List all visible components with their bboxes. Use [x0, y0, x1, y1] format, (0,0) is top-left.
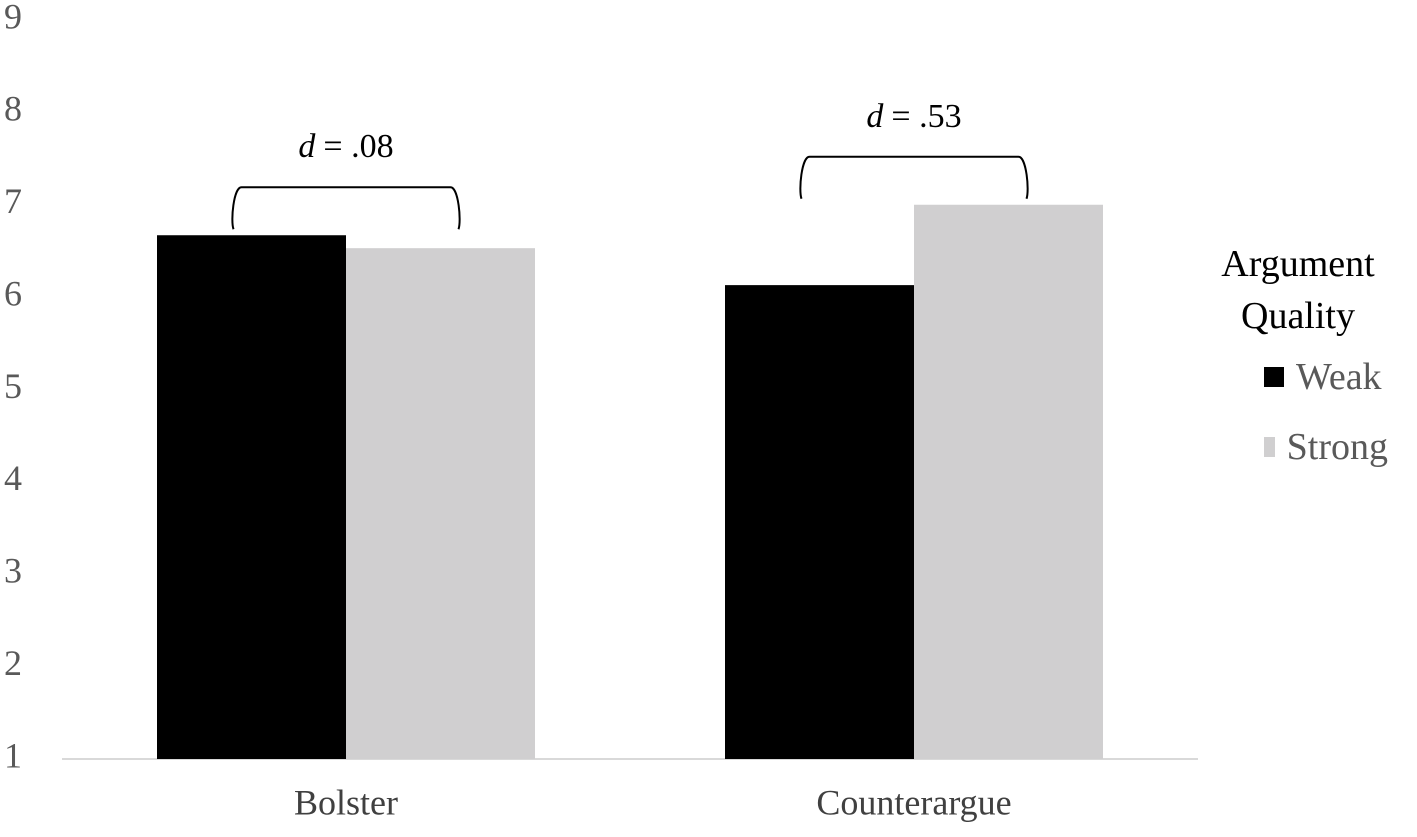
legend-swatch: [1264, 367, 1284, 387]
bar: [725, 285, 914, 759]
x-tick-label: Bolster: [294, 782, 398, 822]
legend-label: Weak: [1296, 356, 1382, 398]
annotation: d = .53: [866, 98, 961, 135]
bracket: [231, 186, 461, 230]
annotation-symbol: d: [866, 98, 884, 135]
legend-entry: Weak: [1264, 342, 1388, 412]
bar: [346, 248, 535, 759]
y-tick-label: 4: [4, 458, 22, 498]
legend-label: Strong: [1286, 426, 1388, 468]
legend-title: Argument Quality: [1221, 243, 1375, 337]
legend-entry: Strong: [1264, 412, 1388, 482]
bracket: [799, 155, 1029, 200]
y-tick-label: 3: [4, 551, 22, 591]
x-tick-label: Counterargue: [816, 782, 1011, 822]
y-tick-label: 6: [4, 273, 22, 313]
annotation-text: = .53: [891, 98, 961, 135]
legend-swatch: [1264, 437, 1275, 457]
legend: Argument Quality Weak Strong: [1208, 238, 1388, 482]
y-tick-label: 1: [4, 735, 22, 775]
annotation-symbol: d: [298, 128, 316, 165]
y-tick-label: 9: [4, 0, 22, 36]
y-tick-label: 7: [4, 181, 22, 221]
y-tick-label: 2: [4, 643, 22, 683]
annotation: d = .08: [298, 128, 393, 165]
bar: [914, 204, 1103, 759]
y-tick-label: 5: [4, 366, 22, 406]
y-tick-label: 8: [4, 89, 22, 129]
bar: [157, 235, 346, 759]
annotation-text: = .08: [323, 128, 393, 165]
